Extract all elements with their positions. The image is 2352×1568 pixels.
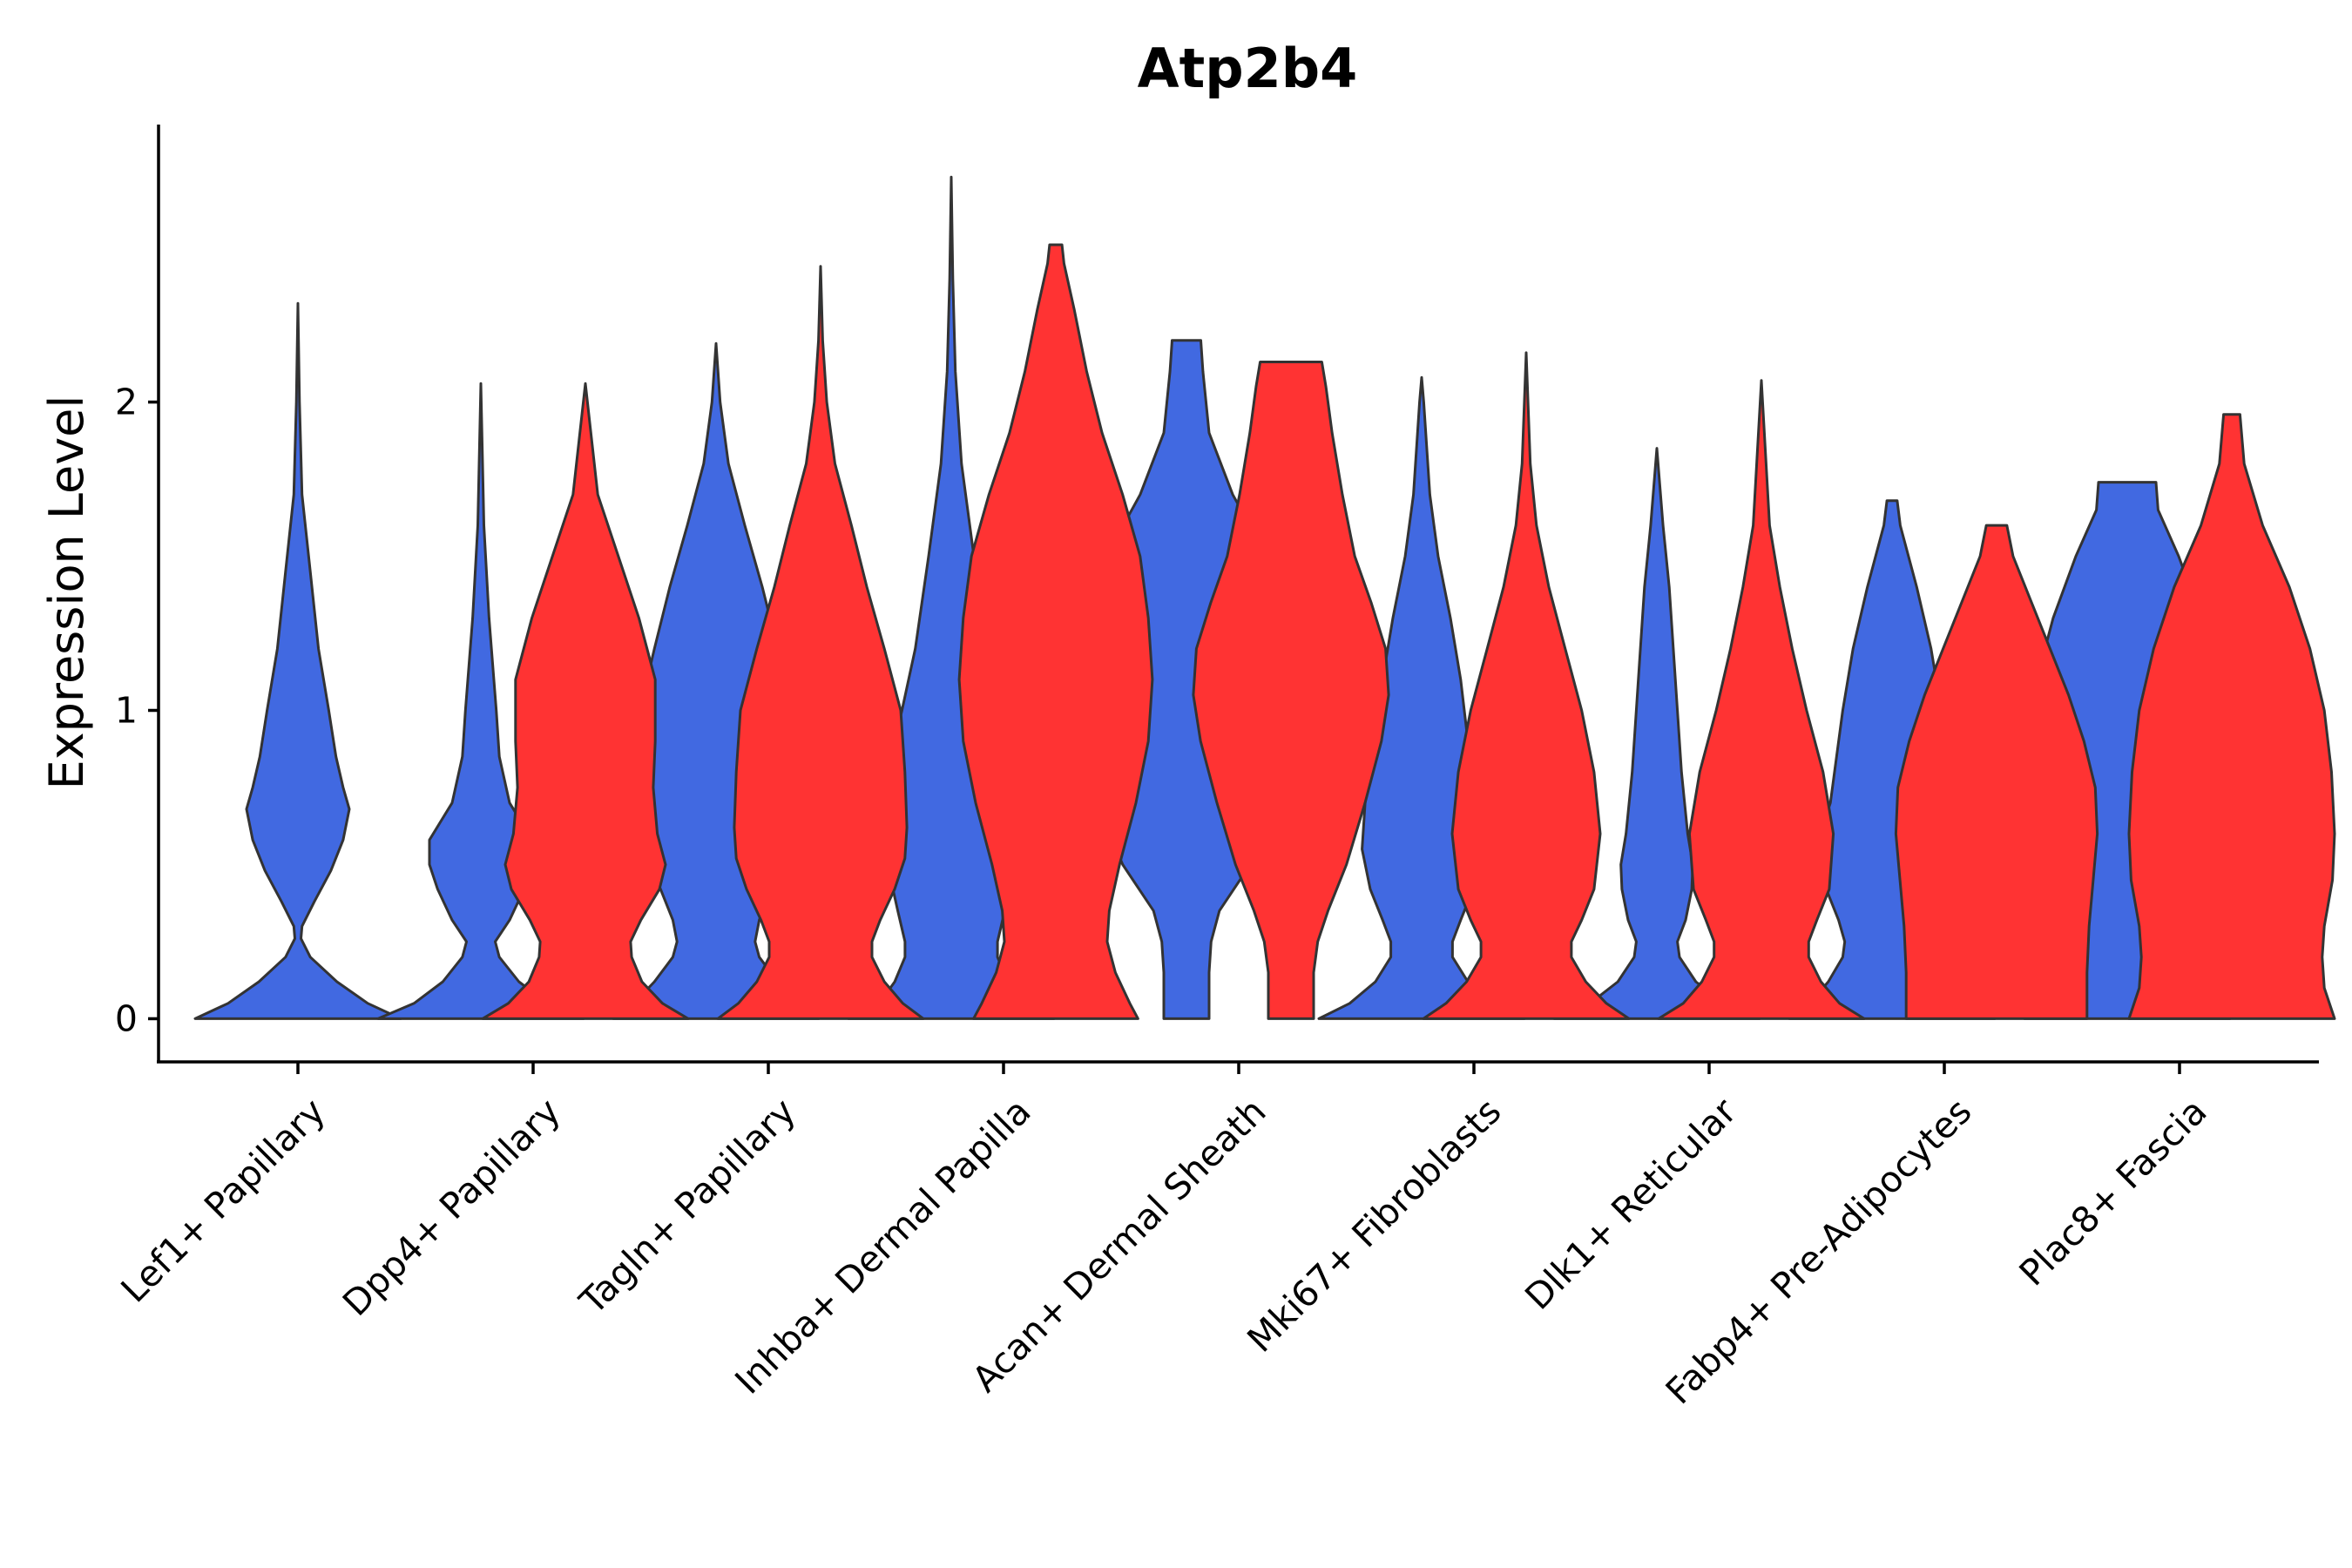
x-tick-label: Tagln+ Papillary [571,1091,804,1323]
violin-blue-1 [193,301,402,1020]
violin-layer [193,175,2336,1020]
violin-red-9 [2127,413,2336,1020]
violin-red-6 [1422,351,1631,1020]
x-ticks: Lef1+ Papillary Dpp4+ Papillary Tagln+ Pap… [113,1062,2215,1412]
violin-red-5 [1192,361,1390,1020]
y-tick-label: 2 [115,382,138,423]
chart-title: Atp2b4 [1138,37,1358,100]
violin-red-3 [716,265,925,1020]
violin-red-4 [957,243,1154,1020]
violin-blue-7 [1552,447,1761,1020]
y-ticks: 0 1 2 [115,382,159,1039]
y-axis-label: Expression Level [39,395,94,790]
x-tick-label: Dpp4+ Papillary [335,1091,568,1324]
x-tick-label: Plac8+ Fascia [2011,1091,2215,1294]
y-tick-label: 1 [115,690,138,732]
x-tick-label: Mki67+ Fibroblasts [1240,1091,1510,1361]
x-tick-label: Dlk1+ Reticular [1517,1091,1744,1318]
y-tick-label: 0 [115,997,138,1039]
x-tick-label: Lef1+ Papillary [113,1091,334,1311]
violin-red-7 [1657,379,1866,1020]
violin-red-8 [1894,524,2099,1020]
violin-red-2 [481,382,690,1020]
